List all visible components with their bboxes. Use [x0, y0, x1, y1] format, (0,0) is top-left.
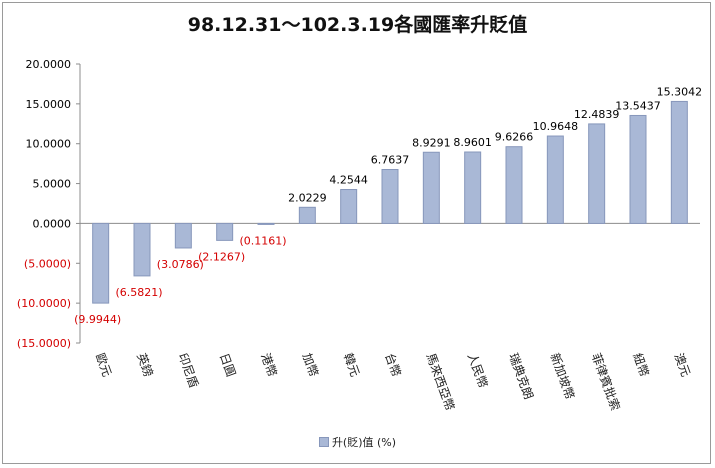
bar [133, 222, 151, 277]
legend: 升(貶)值 (%) [0, 434, 715, 450]
data-label: 12.4839 [574, 108, 620, 121]
data-label: (2.1267) [198, 250, 245, 263]
bar [464, 151, 482, 224]
category-label: 人民幣 [465, 351, 490, 390]
bar [92, 222, 110, 304]
category-label: 英鎊 [134, 351, 156, 379]
category-label: 加幣 [300, 351, 321, 378]
bar [546, 135, 564, 224]
data-label: 6.7637 [371, 154, 410, 167]
data-label: 2.0229 [288, 191, 327, 204]
y-tick-label: 10.0000 [26, 138, 72, 151]
data-label: 4.2544 [329, 174, 368, 187]
y-tick-label: 15.0000 [26, 98, 72, 111]
y-tick-label: 20.0000 [26, 58, 72, 71]
y-tick-label: (15.0000) [17, 337, 71, 350]
y-tick-label: 0.0000 [33, 217, 72, 230]
data-label: (3.0786) [157, 258, 204, 271]
data-label: 15.3042 [657, 85, 703, 98]
category-label: 港幣 [258, 351, 279, 378]
category-label: 澳元 [672, 351, 693, 378]
data-label: (9.9944) [74, 313, 121, 326]
bar [216, 222, 234, 241]
data-label: 13.5437 [615, 99, 661, 112]
data-label: 10.9648 [533, 120, 579, 133]
category-label: 瑞典克朗 [506, 351, 536, 401]
data-label: 8.9291 [412, 136, 451, 149]
category-label: 馬來西亞幣 [424, 351, 458, 412]
data-label: 9.6266 [495, 131, 534, 144]
bar [505, 146, 523, 224]
chart-frame [2, 2, 711, 464]
bar [670, 100, 688, 224]
category-label: 印尼盾 [176, 351, 201, 390]
category-label: 韓元 [341, 351, 362, 378]
bar [174, 222, 192, 249]
legend-swatch [318, 437, 329, 447]
bar [381, 169, 399, 224]
y-tick-label: (5.0000) [24, 257, 71, 270]
y-tick-label: 5.0000 [33, 178, 72, 191]
y-tick-label: (10.0000) [17, 297, 71, 310]
bar [298, 206, 316, 224]
data-label: 8.9601 [453, 136, 492, 149]
bar [422, 151, 440, 224]
bar [588, 123, 606, 224]
data-label: (6.5821) [115, 286, 162, 299]
category-label: 歐元 [93, 351, 115, 379]
legend-label: 升(貶)值 (%) [331, 436, 397, 449]
bar [257, 222, 275, 225]
category-label: 紐幣 [630, 351, 651, 378]
category-label: 台幣 [382, 351, 404, 379]
category-label: 新加坡幣 [548, 351, 579, 401]
category-label: 菲律賓批索 [589, 351, 624, 413]
chart-title: 98.12.31～102.3.19各國匯率升貶值 [187, 14, 528, 36]
bar [629, 114, 647, 224]
bar [340, 189, 358, 224]
data-label: (0.1161) [239, 234, 286, 247]
category-label: 日圓 [217, 351, 238, 378]
